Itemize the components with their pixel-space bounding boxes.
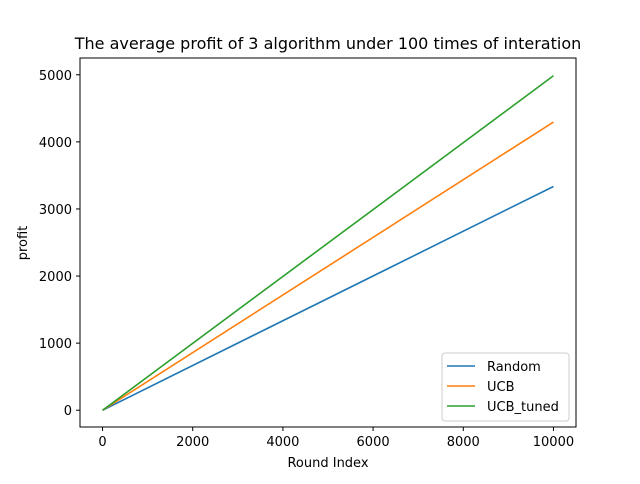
x-tick-label: 6000 — [357, 435, 390, 450]
y-tick-label: 2000 — [39, 270, 72, 285]
series-line-random — [102, 185, 554, 411]
axes-frame — [79, 57, 577, 428]
y-tick-label: 0 — [64, 404, 72, 419]
x-axis-label: Round Index — [287, 456, 368, 471]
legend-label: UCB — [487, 380, 515, 395]
series-line-ucb-tuned — [102, 75, 554, 411]
legend-label: UCB_tuned — [487, 400, 559, 415]
legend-label: Random — [487, 360, 541, 375]
y-tick-label: 1000 — [39, 337, 72, 352]
y-tick-label: 5000 — [39, 69, 72, 84]
legend: Random UCB UCB_tuned — [441, 352, 570, 422]
legend-box — [441, 352, 570, 422]
y-tick-label: 4000 — [39, 136, 72, 151]
x-tick-label: 2000 — [176, 435, 209, 450]
y-axis-ticks: 0 1000 2000 3000 4000 5000 — [39, 69, 80, 419]
x-tick-label: 0 — [98, 435, 106, 450]
x-tick-label: 4000 — [266, 435, 299, 450]
x-axis-ticks: 0 2000 4000 6000 8000 10000 — [98, 427, 574, 450]
x-tick-label: 10000 — [533, 435, 574, 450]
chart-title: The average profit of 3 algorithm under … — [74, 34, 582, 53]
y-axis-label: profit — [16, 226, 31, 261]
plot-area — [79, 57, 577, 428]
y-tick-label: 3000 — [39, 203, 72, 218]
x-tick-label: 8000 — [447, 435, 480, 450]
series-layer — [102, 75, 554, 411]
series-line-ucb — [102, 121, 554, 411]
